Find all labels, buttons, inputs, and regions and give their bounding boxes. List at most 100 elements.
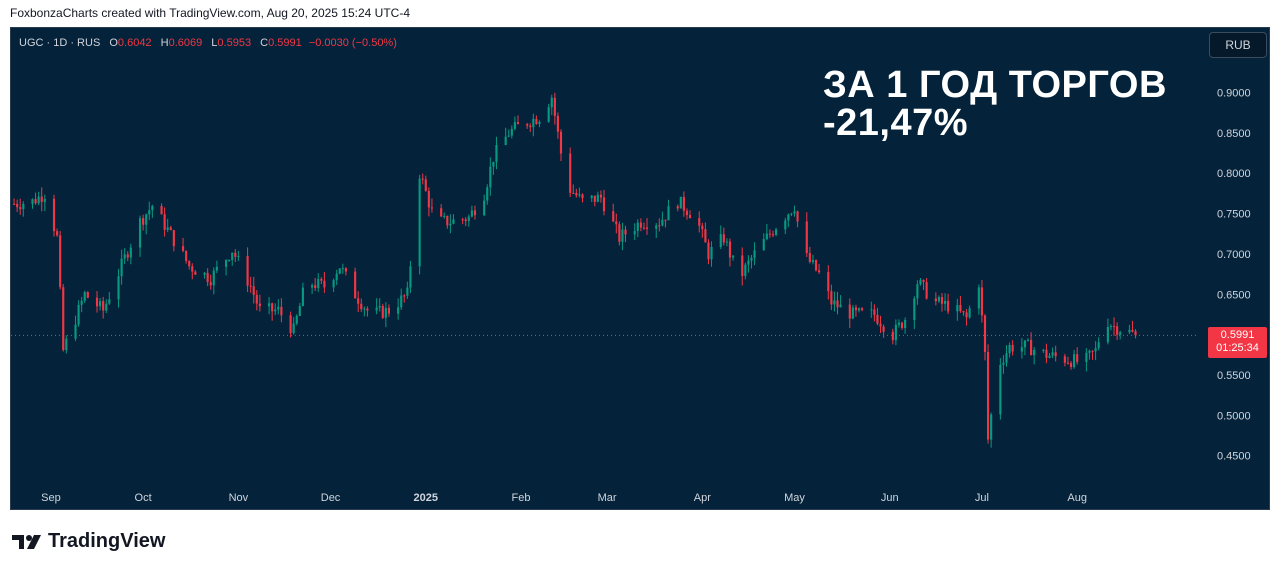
candle-body <box>1134 331 1137 336</box>
y-tick-label: 0.7000 <box>1217 249 1251 261</box>
candle-body <box>252 286 255 295</box>
candle-body <box>461 219 464 221</box>
candle-body <box>741 255 744 276</box>
candle-body <box>704 229 707 243</box>
candle-body <box>117 276 120 300</box>
candle-body <box>341 268 344 270</box>
candle-body <box>968 308 971 318</box>
candle-body <box>215 266 218 271</box>
candle-body <box>897 322 901 325</box>
tradingview-logo-icon <box>12 534 41 549</box>
candle-body <box>1094 348 1097 352</box>
high-value: 0.6069 <box>168 37 203 49</box>
candle-body <box>151 205 154 211</box>
candle-body <box>621 229 624 242</box>
candle-body <box>504 136 507 145</box>
candle-body <box>464 219 467 222</box>
candle-body <box>400 295 403 308</box>
candle-body <box>556 115 559 132</box>
candle-body <box>599 194 603 198</box>
candle-body <box>848 304 851 319</box>
candle-body <box>771 234 775 236</box>
candle-body <box>805 221 808 253</box>
candle-body <box>427 190 430 208</box>
candle-body <box>879 323 882 327</box>
candle-body <box>553 97 556 116</box>
x-tick-label: Sep <box>41 492 61 504</box>
candle-body <box>762 239 765 251</box>
candle-body <box>1051 352 1054 356</box>
candle-body <box>145 214 148 225</box>
candle-body <box>495 144 498 162</box>
x-tick-label: Oct <box>135 492 152 504</box>
candle-body <box>547 107 550 122</box>
x-tick-label: Mar <box>598 492 617 504</box>
candle-body <box>203 272 206 275</box>
candle-body <box>624 229 627 235</box>
candle-body <box>295 315 298 324</box>
candle-body <box>228 259 231 261</box>
candle-body <box>1011 344 1014 352</box>
y-tick-label: 0.9000 <box>1217 87 1251 99</box>
candle-body <box>753 250 756 258</box>
candle-body <box>937 297 940 302</box>
candle-body <box>314 285 317 289</box>
candle-body <box>421 178 424 180</box>
tradingview-logo[interactable]: TradingView <box>12 530 165 553</box>
candle-body <box>77 304 80 325</box>
candle-body <box>52 198 56 232</box>
candle-body <box>298 305 301 316</box>
candle-body <box>126 254 129 258</box>
headline-annotation: ЗА 1 ГОД ТОРГОВ -21,47% <box>823 66 1167 142</box>
candle-body <box>790 213 793 215</box>
candle-body <box>861 308 864 311</box>
y-tick-label: 0.7500 <box>1217 209 1251 221</box>
candle-body <box>492 161 495 167</box>
candle-body <box>710 246 713 260</box>
candle-body <box>618 224 621 242</box>
candle-body <box>181 246 185 251</box>
candle-body <box>728 241 732 258</box>
candle-body <box>808 252 811 262</box>
candle-body <box>470 210 473 217</box>
candle-body <box>722 234 725 243</box>
candle-body <box>418 178 421 267</box>
candle-body <box>569 153 572 193</box>
candle-body <box>354 271 357 299</box>
candle-body <box>857 308 861 311</box>
x-tick-label: Aug <box>1067 492 1087 504</box>
candle-body <box>80 300 83 305</box>
candle-body <box>43 198 46 202</box>
candle-body <box>943 300 947 304</box>
candle-body <box>335 273 338 281</box>
currency-button[interactable]: RUB <box>1209 32 1267 58</box>
candle-body <box>1112 326 1116 328</box>
candle-body <box>830 291 833 305</box>
candle-body <box>452 219 455 224</box>
candle-body <box>375 307 378 311</box>
candle-body <box>731 255 735 258</box>
y-tick-label: 0.5000 <box>1217 410 1251 422</box>
candle-body <box>851 307 854 319</box>
candle-body <box>1063 356 1066 363</box>
candle-body <box>1119 332 1122 335</box>
low-label: L <box>211 37 218 49</box>
candle-body <box>338 268 341 274</box>
candle-body <box>1042 349 1045 351</box>
candle-body <box>793 211 796 214</box>
candle-body <box>212 270 215 286</box>
candle-body <box>725 241 728 243</box>
candle-body <box>919 280 922 285</box>
candle-body <box>1106 326 1109 343</box>
candle-body <box>86 292 89 298</box>
candle-body <box>913 298 916 320</box>
candle-body <box>916 284 919 299</box>
candle-body <box>642 227 646 229</box>
chart-panel[interactable]: 0.45000.50000.55000.60000.65000.70000.75… <box>10 27 1270 510</box>
candle-body <box>34 199 37 204</box>
candle-body <box>449 223 452 226</box>
candle-body <box>947 300 950 312</box>
candle-body <box>940 297 944 304</box>
candle-body <box>688 215 692 219</box>
candle-body <box>1076 354 1079 362</box>
